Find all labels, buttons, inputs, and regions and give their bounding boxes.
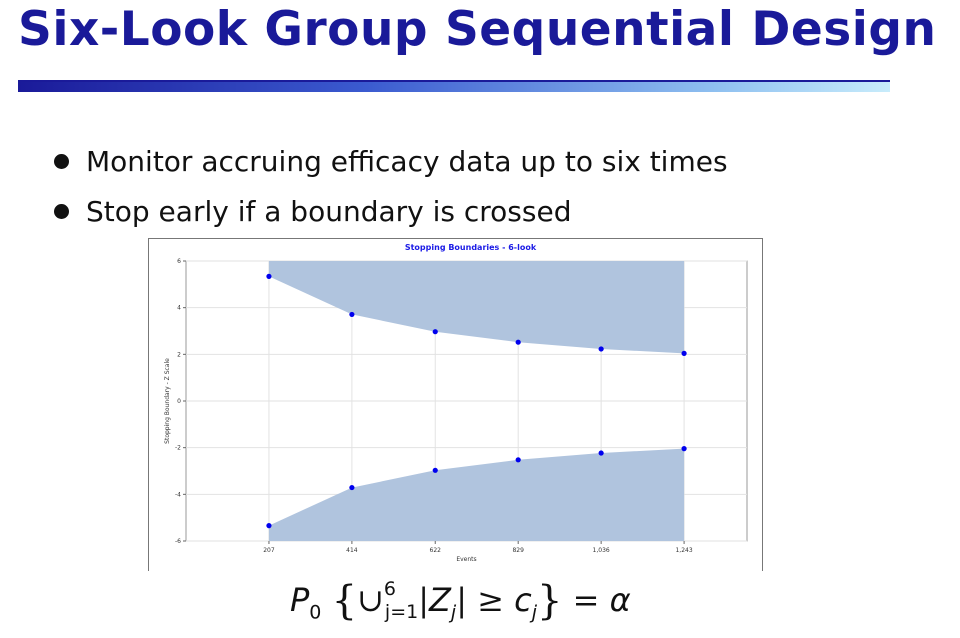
bullet-text: Monitor accruing efficacy data up to six… bbox=[86, 145, 728, 178]
chart-title: Stopping Boundaries - 6-look bbox=[405, 243, 537, 252]
lower-boundary-point bbox=[681, 446, 687, 452]
bullet-item: Monitor accruing efficacy data up to six… bbox=[52, 140, 728, 190]
title-rule-gradient bbox=[18, 82, 890, 92]
upper-boundary-point bbox=[432, 329, 438, 335]
lower-boundary-point bbox=[515, 457, 521, 463]
bullet-text: Stop early if a boundary is crossed bbox=[86, 195, 572, 228]
formula-equals: = bbox=[572, 581, 600, 619]
y-tick-label: -4 bbox=[175, 491, 181, 498]
lower-boundary-point bbox=[598, 450, 604, 456]
alpha-formula: P0 {∪6j=1|Zj| ≥ cj} = α bbox=[290, 578, 631, 634]
upper-boundary-region bbox=[268, 261, 685, 354]
lower-boundary-region bbox=[268, 448, 685, 541]
y-tick-label: -6 bbox=[175, 538, 181, 545]
formula-abs-open: | bbox=[418, 581, 429, 619]
chart-frame: -6 -4 -2 0 2 4 6 207 414 622 829 1,036 1,243 Stopping… bbox=[148, 238, 763, 571]
formula-prob: P bbox=[290, 581, 310, 619]
y-tick-label: -2 bbox=[175, 445, 181, 452]
bullet-item: Stop early if a boundary is crossed bbox=[52, 190, 728, 240]
upper-boundary-point bbox=[598, 346, 604, 352]
lower-boundary-point bbox=[432, 467, 438, 473]
formula-close-brace: } bbox=[537, 578, 563, 624]
x-tick-label: 414 bbox=[346, 547, 358, 554]
upper-boundary-point bbox=[349, 311, 355, 318]
y-tick-label: 2 bbox=[177, 351, 181, 358]
formula-union-sub: j=1 bbox=[384, 601, 419, 624]
upper-boundary-point bbox=[515, 339, 521, 345]
title-rule-line bbox=[18, 80, 890, 82]
formula-open-brace: { bbox=[331, 578, 358, 624]
x-axis-label: Events bbox=[456, 556, 476, 563]
x-tick-label: 1,036 bbox=[593, 547, 610, 554]
slide-title: Six-Look Group Sequential Design bbox=[18, 2, 937, 57]
x-tick-label: 829 bbox=[512, 547, 524, 554]
formula-abs-close: | bbox=[456, 581, 467, 619]
formula-c-sub: j bbox=[531, 601, 538, 624]
upper-boundary-point bbox=[266, 273, 272, 279]
formula-geq: ≥ bbox=[477, 581, 504, 619]
formula-z: Z bbox=[429, 581, 451, 619]
y-tick-label: 4 bbox=[177, 305, 181, 312]
stopping-boundaries-chart: -6 -4 -2 0 2 4 6 207 414 622 829 1,036 1,243 Stopping… bbox=[164, 243, 748, 563]
formula-union: ∪ bbox=[357, 581, 384, 619]
bullet-list: Monitor accruing efficacy data up to six… bbox=[52, 140, 728, 240]
bullet-dot bbox=[54, 204, 69, 219]
formula-alpha: α bbox=[609, 581, 631, 619]
x-tick-label: 1,243 bbox=[675, 547, 692, 554]
upper-boundary-point bbox=[681, 350, 687, 356]
bullet-dot bbox=[54, 154, 69, 169]
x-tick-label: 207 bbox=[263, 547, 275, 554]
formula-union-sup: 6 bbox=[383, 578, 396, 601]
lower-boundary-point bbox=[266, 523, 272, 529]
formula-prob-sub: 0 bbox=[309, 601, 322, 624]
y-tick-label: 6 bbox=[177, 258, 181, 265]
formula-z-sub: j bbox=[450, 601, 457, 624]
formula-c: c bbox=[514, 581, 532, 619]
y-axis-label: Stopping Boundary - Z Scale bbox=[164, 358, 171, 444]
x-tick-label: 622 bbox=[430, 547, 442, 554]
y-tick-label: 0 bbox=[177, 398, 181, 405]
lower-boundary-point bbox=[349, 484, 355, 491]
